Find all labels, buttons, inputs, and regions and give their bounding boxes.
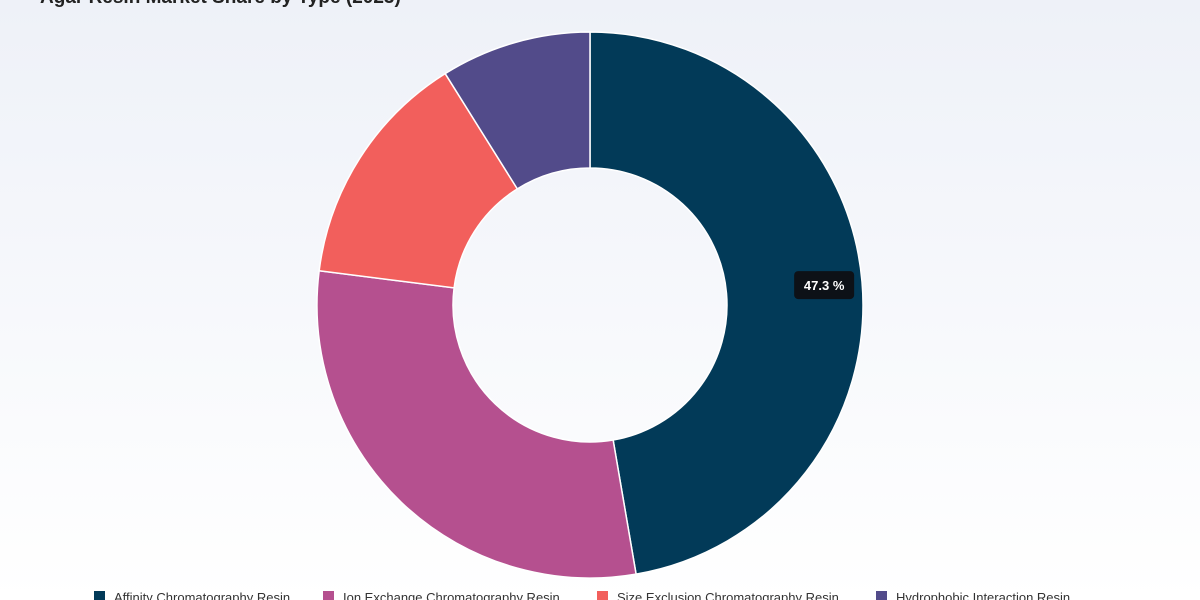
donut-slice xyxy=(589,31,864,575)
legend-label: Affinity Chromatography Resin xyxy=(114,590,290,600)
legend-label: Hydrophobic Interaction Resin xyxy=(896,590,1070,600)
legend-swatch xyxy=(94,591,105,600)
data-label-box xyxy=(794,271,855,300)
legend-swatch xyxy=(597,591,608,600)
donut-slice xyxy=(318,72,519,289)
legend-item: Affinity Chromatography Resin xyxy=(94,590,290,600)
legend-label: Size Exclusion Chromatography Resin xyxy=(617,590,839,600)
data-label: 47.3 % xyxy=(794,271,855,300)
legend-item: Size Exclusion Chromatography Resin xyxy=(597,590,839,600)
legend-item: Ion Exchange Chromatography Resin xyxy=(323,590,560,600)
legend-label: Ion Exchange Chromatography Resin xyxy=(343,590,560,600)
legend-swatch xyxy=(876,591,887,600)
chart-title: Agar Resin Market Share by Type (2023) xyxy=(40,0,401,8)
legend-swatch xyxy=(323,591,334,600)
legend-item: Hydrophobic Interaction Resin xyxy=(876,590,1070,600)
donut-slice xyxy=(316,269,637,579)
donut-slice xyxy=(444,31,591,190)
data-label-text: 47.3 % xyxy=(804,278,845,293)
